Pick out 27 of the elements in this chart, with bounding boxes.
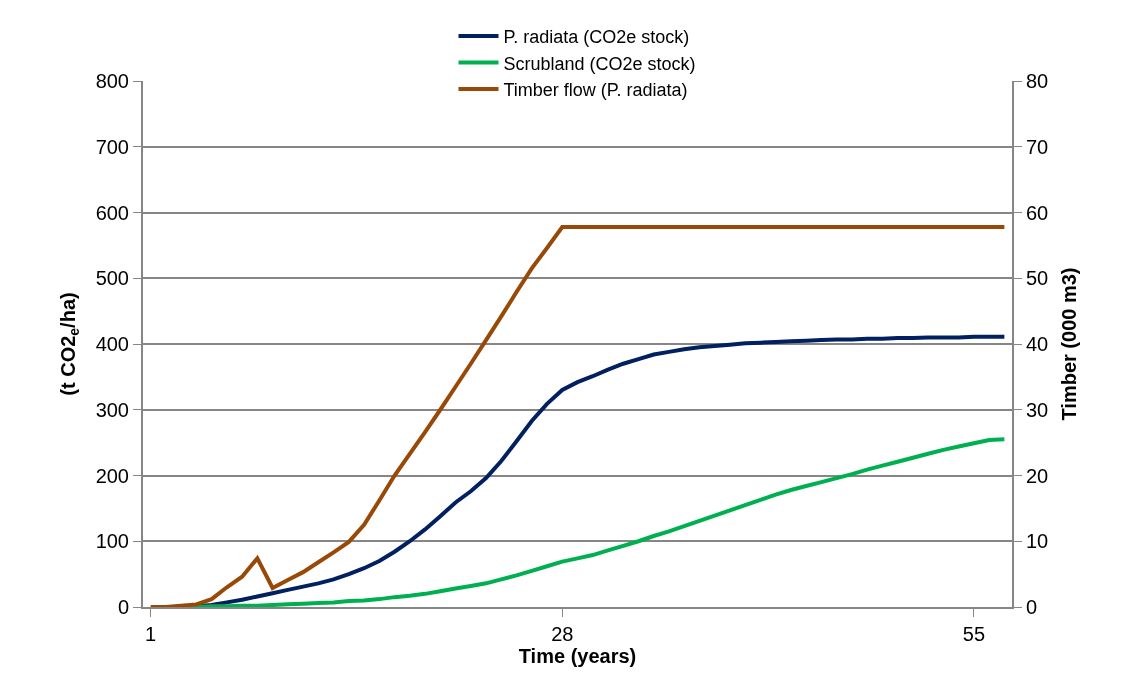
y-tick-label: 0 — [117, 596, 129, 618]
y2-tick-label: 50 — [1026, 267, 1049, 290]
y2-tick-label: 30 — [1026, 398, 1049, 421]
legend-label: P. radiata (CO2e stock) — [503, 27, 690, 48]
y2-tick-label: 20 — [1026, 464, 1049, 487]
y-tick-label: 200 — [95, 464, 129, 487]
line-series — [148, 224, 1007, 607]
x-tick-label: 1 — [145, 623, 157, 645]
y-tick-label: 400 — [95, 333, 129, 355]
y2-tick-label: 10 — [1026, 530, 1049, 553]
x-tick-label: 55 — [962, 623, 986, 645]
y-tick-label: 300 — [95, 398, 129, 421]
y-tick-label: 600 — [95, 201, 129, 224]
y2-tick-label: 70 — [1026, 135, 1049, 158]
y2-tick-label: 40 — [1026, 333, 1049, 355]
y-tick-label: 800 — [95, 70, 129, 92]
x-tick-label: 28 — [551, 623, 574, 645]
legend-label: Timber flow (P. radiata) — [503, 79, 688, 100]
y2-tick-label: 60 — [1026, 201, 1049, 224]
y2-axis-title: Timber (000 m3) — [1058, 267, 1081, 421]
x-axis-title: Time (years) — [518, 645, 637, 667]
y2-tick-label: 0 — [1026, 596, 1038, 618]
legend-label: Scrubland (CO2e stock) — [503, 53, 696, 74]
y-tick-label: 700 — [95, 135, 129, 158]
y-tick-label: 500 — [95, 267, 129, 290]
y-tick-label: 100 — [95, 530, 129, 553]
y2-tick-label: 80 — [1026, 70, 1049, 92]
